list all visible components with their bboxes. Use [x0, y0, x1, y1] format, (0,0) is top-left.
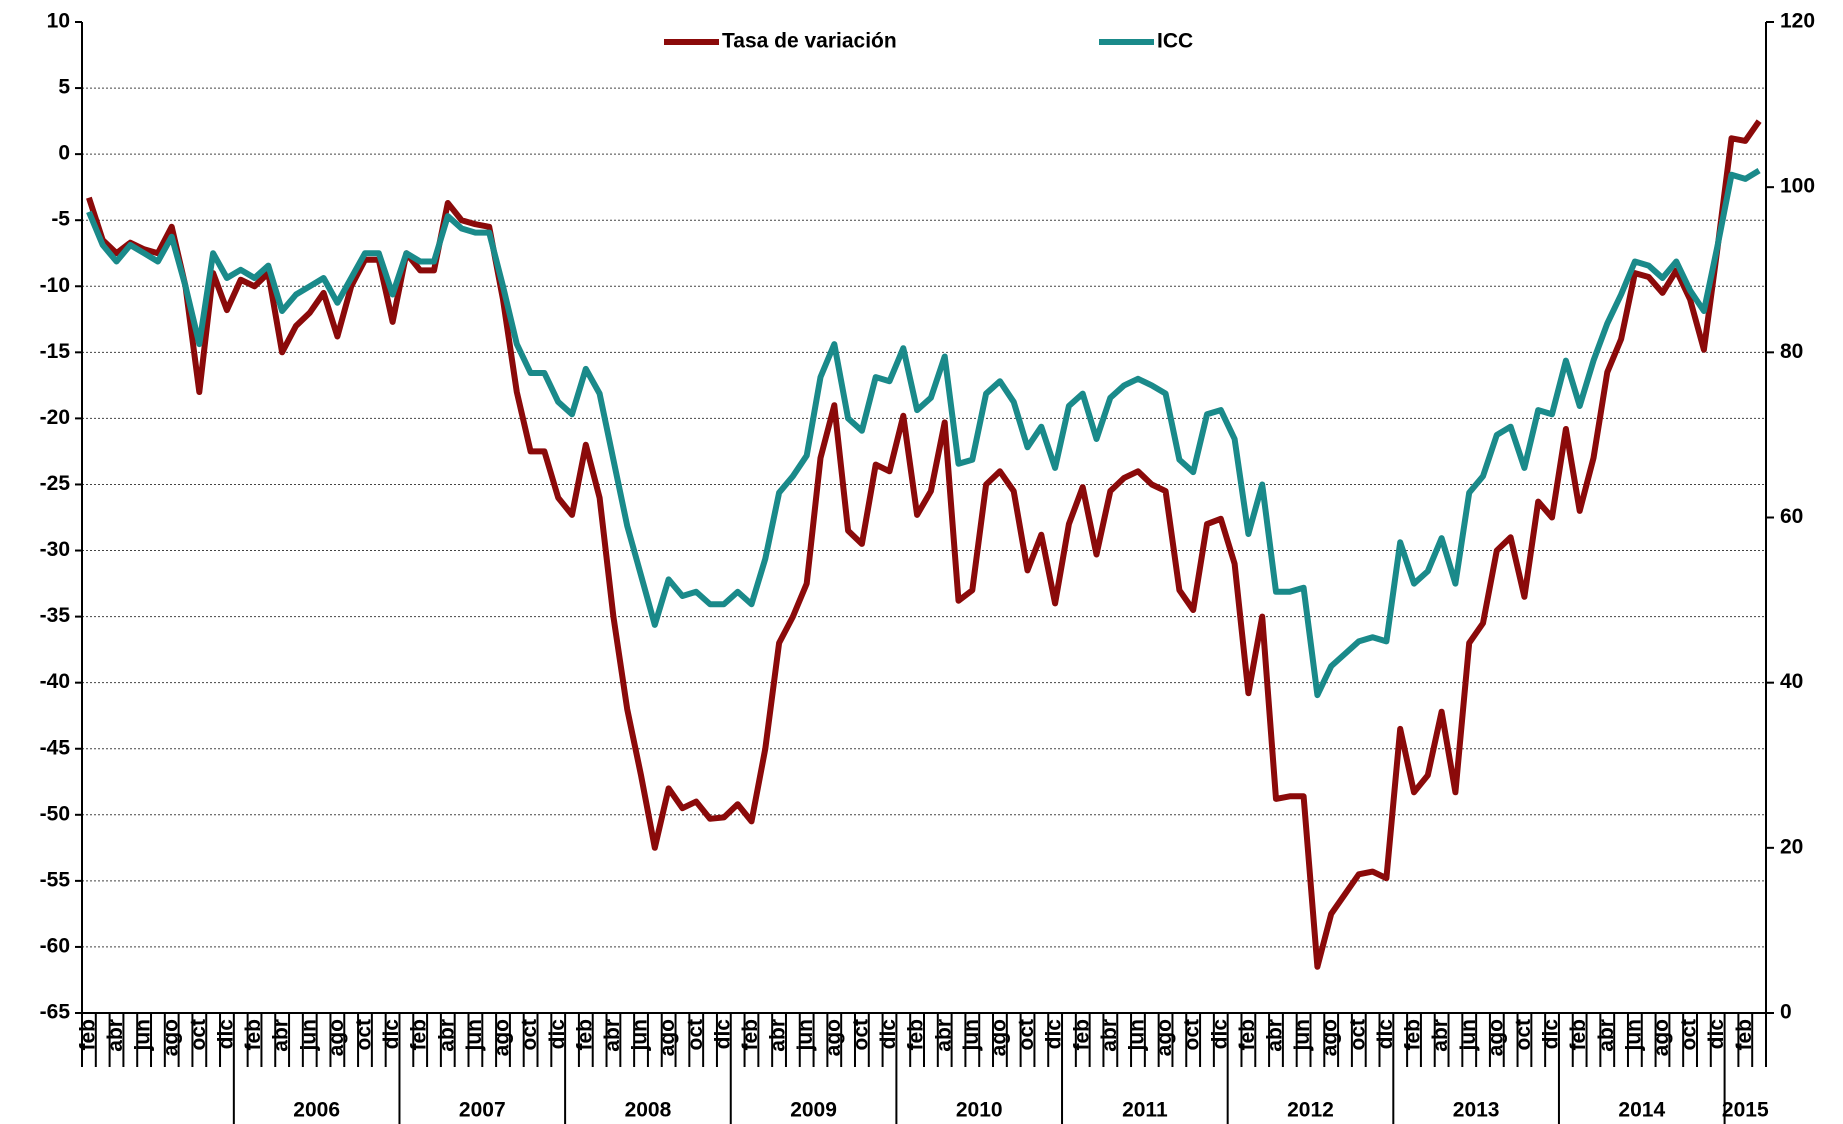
year-label: 2010 [956, 1099, 1003, 1122]
x-tick-label: ago [822, 1019, 845, 1056]
x-tick-label: feb [1733, 1019, 1756, 1051]
y-tick-label: -15 [40, 340, 71, 363]
year-label: 2013 [1453, 1099, 1500, 1122]
x-tick-label: feb [1070, 1019, 1093, 1051]
x-tick-label: ago [987, 1019, 1010, 1056]
y2-tick-label: 40 [1780, 670, 1803, 693]
x-tick-label: oct [1346, 1019, 1369, 1051]
x-tick-label: dic [1208, 1019, 1231, 1050]
x-tick-label: ago [159, 1019, 182, 1056]
x-tick-label: dic [711, 1019, 734, 1050]
x-tick-label: abr [1429, 1019, 1452, 1052]
x-tick-label: feb [573, 1019, 596, 1051]
x-tick-label: abr [601, 1019, 624, 1052]
x-tick-label: ago [1153, 1019, 1176, 1056]
x-tick-label: abr [1595, 1019, 1618, 1052]
y-tick-label: -20 [40, 406, 70, 429]
x-tick-label: abr [270, 1019, 293, 1052]
year-label: 2006 [293, 1099, 340, 1122]
x-tick-label: abr [435, 1019, 458, 1052]
x-tick-label: jun [1457, 1019, 1480, 1052]
year-label: 2008 [625, 1099, 672, 1122]
x-tick-label: abr [1264, 1019, 1287, 1052]
x-tick-label: feb [408, 1019, 431, 1051]
x-tick-label: jun [1125, 1019, 1148, 1052]
x-tick-label: abr [1098, 1019, 1121, 1052]
x-tick-label: ago [1484, 1019, 1507, 1056]
x-tick-label: oct [1015, 1019, 1038, 1051]
x-tick-label: oct [187, 1019, 210, 1051]
year-label: 2007 [459, 1099, 506, 1122]
x-tick-label: ago [1319, 1019, 1342, 1056]
legend-label: Tasa de variación [722, 30, 897, 53]
year-label: 2012 [1287, 1099, 1334, 1122]
y-tick-label: -10 [40, 274, 70, 297]
x-tick-label: ago [325, 1019, 348, 1056]
x-tick-label: feb [242, 1019, 265, 1051]
x-tick-label: feb [1567, 1019, 1590, 1051]
x-tick-label: jun [1291, 1019, 1314, 1052]
y-tick-label: -30 [40, 538, 70, 561]
x-tick-label: feb [739, 1019, 762, 1051]
x-tick-label: dic [1043, 1019, 1066, 1050]
y2-tick-label: 100 [1780, 175, 1815, 198]
y-tick-label: 10 [47, 10, 70, 33]
x-tick-label: ago [1650, 1019, 1673, 1056]
x-tick-label: abr [767, 1019, 790, 1052]
legend-label: ICC [1157, 30, 1193, 53]
x-tick-label: jun [1622, 1019, 1645, 1052]
x-tick-label: oct [353, 1019, 376, 1051]
y-tick-label: -55 [40, 868, 71, 891]
y-tick-label: -65 [40, 1001, 71, 1024]
x-tick-label: dic [1374, 1019, 1397, 1050]
x-tick-label: jun [960, 1019, 983, 1052]
y2-tick-label: 80 [1780, 340, 1803, 363]
y2-tick-label: 60 [1780, 505, 1803, 528]
y-tick-label: -35 [40, 604, 71, 627]
y2-tick-label: 0 [1780, 1001, 1792, 1024]
x-tick-label: feb [905, 1019, 928, 1051]
x-tick-label: feb [1402, 1019, 1425, 1051]
x-tick-label: oct [1678, 1019, 1701, 1051]
y-tick-label: 0 [58, 142, 70, 165]
x-tick-label: abr [932, 1019, 955, 1052]
x-tick-label: dic [214, 1019, 237, 1050]
x-tick-label: dic [1540, 1019, 1563, 1050]
x-tick-label: abr [104, 1019, 127, 1052]
y-tick-label: -45 [40, 736, 71, 759]
x-tick-label: jun [629, 1019, 652, 1052]
x-tick-label: ago [491, 1019, 514, 1056]
x-tick-label: dic [546, 1019, 569, 1050]
y2-tick-label: 20 [1780, 835, 1803, 858]
x-tick-label: oct [1512, 1019, 1535, 1051]
y-tick-label: 5 [58, 76, 70, 99]
year-label: 2009 [790, 1099, 837, 1122]
x-tick-label: jun [132, 1019, 155, 1052]
x-tick-label: oct [684, 1019, 707, 1051]
x-tick-label: ago [656, 1019, 679, 1056]
x-tick-label: oct [1181, 1019, 1204, 1051]
series-line [86, 168, 1761, 699]
x-tick-label: oct [849, 1019, 872, 1051]
x-tick-label: jun [297, 1019, 320, 1052]
x-tick-label: dic [877, 1019, 900, 1050]
x-tick-label: jun [794, 1019, 817, 1052]
x-tick-label: dic [380, 1019, 403, 1050]
y-tick-label: -40 [40, 670, 70, 693]
x-tick-label: oct [518, 1019, 541, 1051]
year-label: 2015 [1722, 1099, 1769, 1122]
y-tick-label: -60 [40, 934, 70, 957]
year-label: 2011 [1122, 1099, 1168, 1122]
y-tick-label: -50 [40, 802, 70, 825]
x-tick-label: feb [76, 1019, 99, 1051]
y-tick-label: -25 [40, 472, 71, 495]
y2-tick-label: 120 [1780, 10, 1815, 33]
y-tick-label: -5 [51, 208, 70, 231]
year-label: 2014 [1618, 1099, 1665, 1122]
x-tick-label: jun [463, 1019, 486, 1052]
x-tick-label: dic [1705, 1019, 1728, 1050]
series-line [86, 119, 1762, 970]
x-tick-label: feb [1236, 1019, 1259, 1051]
